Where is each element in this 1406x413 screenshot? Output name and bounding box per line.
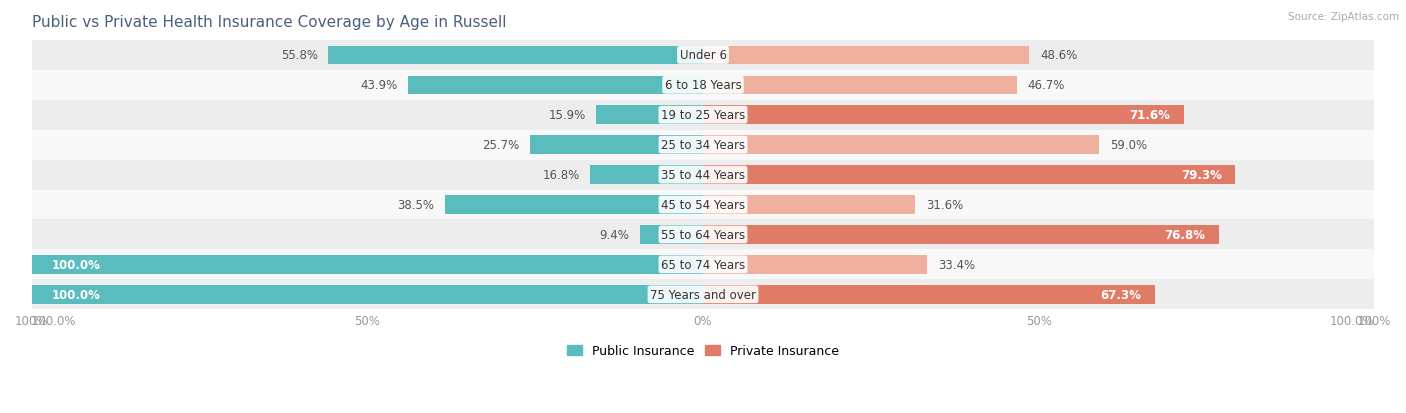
Bar	[32, 100, 1374, 131]
Bar	[703, 196, 915, 214]
Text: Source: ZipAtlas.com: Source: ZipAtlas.com	[1288, 12, 1399, 22]
Bar	[703, 166, 1236, 185]
Text: 65 to 74 Years: 65 to 74 Years	[661, 258, 745, 271]
Bar	[703, 225, 1219, 244]
Text: 55 to 64 Years: 55 to 64 Years	[661, 228, 745, 241]
Text: 79.3%: 79.3%	[1181, 169, 1222, 182]
Legend: Public Insurance, Private Insurance: Public Insurance, Private Insurance	[562, 339, 844, 363]
Bar	[596, 106, 703, 125]
Bar	[530, 136, 703, 154]
Bar	[32, 41, 1374, 71]
Bar	[591, 166, 703, 185]
Bar	[32, 250, 1374, 280]
Text: 9.4%: 9.4%	[599, 228, 628, 241]
Text: 48.6%: 48.6%	[1040, 49, 1077, 62]
Bar	[32, 256, 703, 274]
Text: 16.8%: 16.8%	[543, 169, 579, 182]
Text: 67.3%: 67.3%	[1101, 288, 1142, 301]
Text: 15.9%: 15.9%	[548, 109, 585, 122]
Bar	[640, 225, 703, 244]
Text: 25.7%: 25.7%	[482, 139, 520, 152]
Bar	[32, 71, 1374, 100]
Text: 76.8%: 76.8%	[1164, 228, 1205, 241]
Text: 100.0%: 100.0%	[32, 314, 76, 328]
Text: 38.5%: 38.5%	[396, 199, 434, 211]
Bar	[703, 106, 1184, 125]
Text: 100.0%: 100.0%	[52, 288, 101, 301]
Text: 6 to 18 Years: 6 to 18 Years	[665, 79, 741, 92]
Text: Under 6: Under 6	[679, 49, 727, 62]
Bar	[703, 285, 1154, 304]
Text: 55.8%: 55.8%	[281, 49, 318, 62]
Bar	[32, 285, 703, 304]
Bar	[703, 256, 927, 274]
Text: 43.9%: 43.9%	[360, 79, 398, 92]
Bar	[408, 76, 703, 95]
Text: 100.0%: 100.0%	[52, 258, 101, 271]
Text: 31.6%: 31.6%	[927, 199, 963, 211]
Bar	[703, 136, 1099, 154]
Text: 75 Years and over: 75 Years and over	[650, 288, 756, 301]
Text: 45 to 54 Years: 45 to 54 Years	[661, 199, 745, 211]
Bar	[444, 196, 703, 214]
Bar	[703, 76, 1017, 95]
Text: 100.0%: 100.0%	[1330, 314, 1374, 328]
Bar	[32, 190, 1374, 220]
Text: Public vs Private Health Insurance Coverage by Age in Russell: Public vs Private Health Insurance Cover…	[32, 15, 506, 30]
Bar	[32, 160, 1374, 190]
Bar	[32, 280, 1374, 309]
Text: 19 to 25 Years: 19 to 25 Years	[661, 109, 745, 122]
Text: 25 to 34 Years: 25 to 34 Years	[661, 139, 745, 152]
Text: 46.7%: 46.7%	[1028, 79, 1064, 92]
Bar	[32, 220, 1374, 250]
Text: 35 to 44 Years: 35 to 44 Years	[661, 169, 745, 182]
Bar	[329, 47, 703, 65]
Bar	[32, 131, 1374, 160]
Text: 59.0%: 59.0%	[1109, 139, 1147, 152]
Text: 71.6%: 71.6%	[1129, 109, 1170, 122]
Text: 33.4%: 33.4%	[938, 258, 976, 271]
Bar	[703, 47, 1029, 65]
